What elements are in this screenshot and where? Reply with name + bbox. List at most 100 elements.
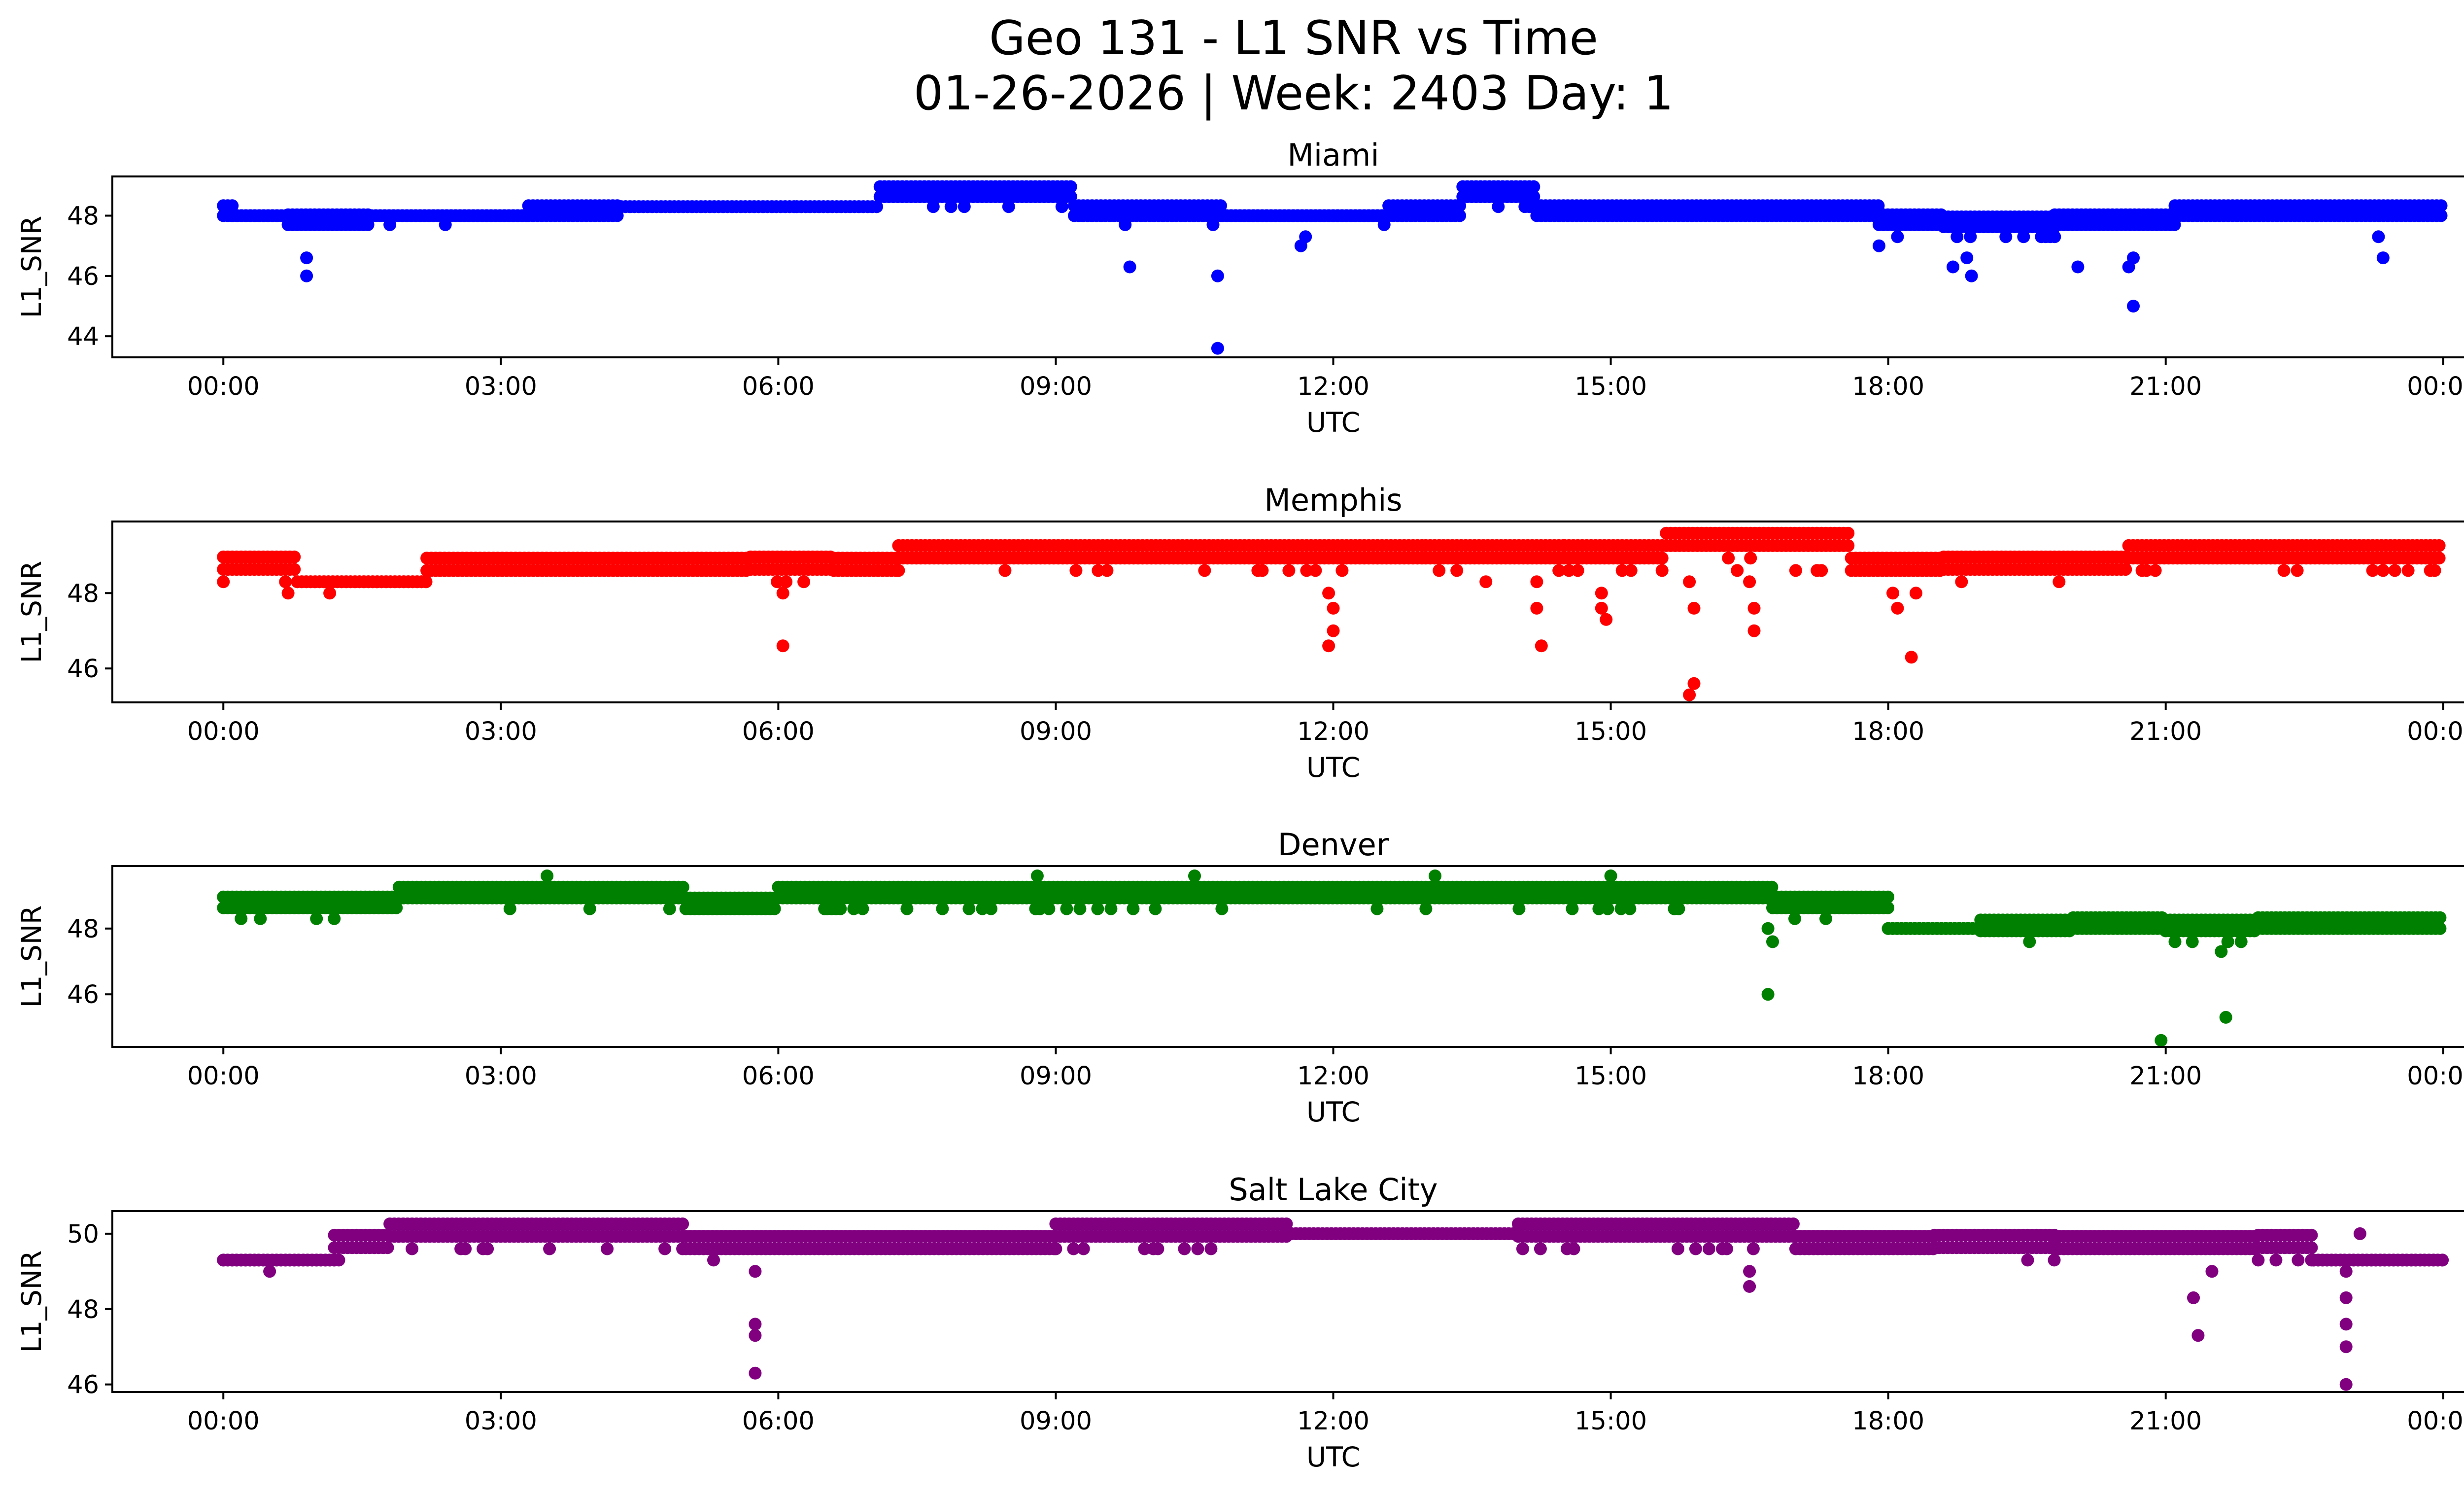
data-point [1592, 902, 1606, 915]
data-point-outlier [541, 869, 554, 882]
y-tick-label: 48 [67, 1295, 99, 1324]
data-point [1033, 902, 1047, 915]
data-point [847, 902, 860, 915]
data-point-outlier [1123, 260, 1136, 274]
data-point [2305, 1241, 2318, 1254]
data-point [1335, 564, 1349, 577]
data-point [1214, 199, 1227, 212]
x-tick-label: 00:00 [2407, 372, 2464, 401]
data-point [926, 200, 940, 213]
data-point [2048, 1253, 2061, 1267]
data-point-outlier [2339, 1318, 2353, 1331]
subplot-3: Denver 00:00 03:00 06:00 09:00 12:00 15:00 18:0… [16, 827, 2464, 1128]
data-point [481, 1242, 494, 1255]
data-point-outlier [1905, 651, 1918, 664]
data-point-outlier [1119, 218, 1132, 231]
data-point-outlier [1322, 639, 1335, 653]
figure-subtitle: 01-26-2026 | Week: 2403 Day: 1 [914, 67, 1674, 121]
data-point-outlier [1789, 564, 1802, 577]
data-point-outlier [1322, 587, 1335, 600]
data-point-outlier [1960, 251, 1974, 265]
data-point-outlier [1872, 239, 1885, 252]
data-point [1672, 902, 1685, 915]
data-point [676, 1217, 689, 1230]
data-point [583, 902, 596, 915]
data-point-outlier [2127, 300, 2140, 313]
data-point [1149, 902, 1162, 915]
data-point-outlier [985, 902, 997, 915]
data-point-outlier [1743, 1265, 1756, 1278]
data-point [288, 563, 301, 576]
data-point [1002, 200, 1015, 213]
data-point [834, 902, 847, 915]
x-tick-label: 00:00 [2407, 717, 2464, 746]
data-point-outlier [1377, 218, 1391, 231]
x-tick-label: 21:00 [2129, 1407, 2202, 1436]
data-point-outlier [1211, 342, 1224, 355]
data-point-outlier [1595, 587, 1608, 600]
data-point-outlier [323, 587, 337, 600]
data-point [1765, 880, 1779, 894]
x-tick-label: 18:00 [1852, 1062, 1924, 1091]
data-point-outlier [1965, 269, 1978, 282]
data-point [2277, 564, 2291, 577]
x-tick-label: 15:00 [1574, 1407, 1647, 1436]
data-point-outlier [1747, 601, 1761, 615]
data-point [217, 575, 230, 589]
data-point-outlier [2339, 1291, 2353, 1304]
data-point [1566, 902, 1579, 915]
data-point-outlier [2122, 260, 2135, 274]
data-point-outlier [2376, 251, 2390, 265]
data-point-outlier [1687, 601, 1701, 615]
data-point [1198, 564, 1211, 577]
x-tick-label: 00:00 [187, 372, 260, 401]
data-point-outlier [1683, 575, 1696, 589]
data-point [2053, 575, 2066, 589]
figure-title: Geo 131 - L1 SNR vs Time [989, 11, 1598, 66]
x-tick-label: 03:00 [465, 1407, 537, 1436]
data-series [217, 869, 2447, 1047]
data-point [601, 1242, 614, 1255]
data-point-outlier [2219, 1010, 2232, 1024]
data-point [1746, 1242, 1760, 1255]
x-tick-label: 15:00 [1574, 717, 1647, 746]
y-axis-label: L1_SNR [16, 216, 47, 318]
data-point-outlier [1891, 230, 1904, 243]
data-point [279, 575, 292, 589]
y-axis-label: L1_SNR [16, 905, 47, 1008]
data-point-outlier [2372, 230, 2385, 243]
x-tick-label: 06:00 [742, 1062, 815, 1091]
y-tick-label: 44 [67, 322, 99, 351]
data-point [1419, 902, 1433, 915]
data-point-outlier [2168, 935, 2182, 948]
data-point [771, 575, 784, 589]
data-point-outlier [749, 1329, 762, 1342]
x-tick-label: 18:00 [1852, 717, 1924, 746]
data-point-outlier [2339, 1265, 2353, 1278]
data-point-outlier [1479, 575, 1493, 589]
data-point-outlier [281, 587, 295, 600]
data-point-outlier [1747, 624, 1761, 637]
data-point [944, 200, 958, 213]
data-point [419, 575, 433, 589]
data-point-outlier [2376, 564, 2390, 577]
x-tick-label: 09:00 [1020, 1062, 1092, 1091]
data-point [2269, 1253, 2283, 1267]
data-point [2234, 935, 2248, 948]
data-point [2433, 922, 2447, 935]
data-point [2023, 935, 2036, 948]
data-point [2433, 911, 2447, 924]
data-point-outlier [2339, 1340, 2353, 1354]
x-tick-label: 00:00 [187, 717, 260, 746]
x-tick-label: 03:00 [465, 717, 537, 746]
data-point [1091, 902, 1104, 915]
data-point-outlier [1683, 688, 1696, 701]
data-point-outlier [1687, 677, 1701, 690]
data-point [2434, 199, 2448, 212]
data-point-outlier [818, 902, 831, 915]
data-point-outlier [1206, 218, 1220, 231]
data-point [892, 564, 905, 577]
data-point-outlier [1299, 230, 1312, 243]
data-point-outlier [1535, 639, 1548, 653]
